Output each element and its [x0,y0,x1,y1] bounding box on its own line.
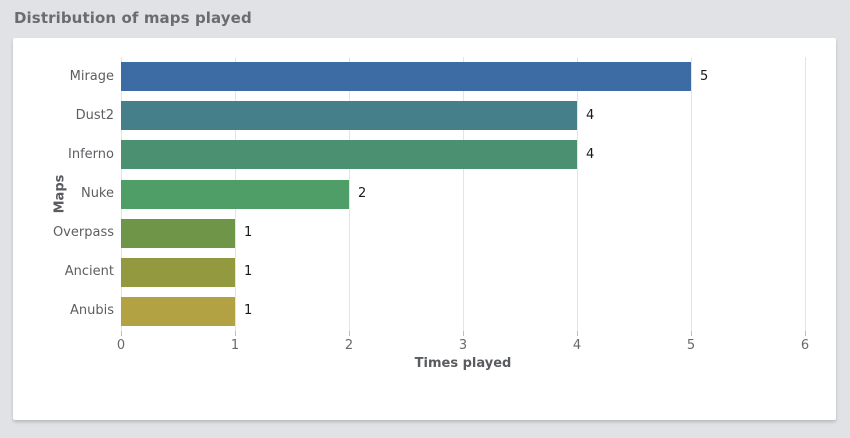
x-tick-mark-6 [805,331,806,336]
bar-dust2 [121,101,577,131]
x-tick-mark-0 [121,331,122,336]
value-label-overpass: 1 [244,225,253,241]
x-tick-label-4: 4 [572,338,582,353]
bar-mirage [121,62,691,92]
y-tick-label-mirage: Mirage [69,68,114,84]
value-label-anubis: 1 [244,303,253,319]
page-title: Distribution of maps played [14,9,252,27]
bar-ancient [121,257,235,287]
chart-card: Maps Mirage Dust2 Inferno Nuke Overpass Ancie… [13,38,836,420]
x-tick-label-2: 2 [344,338,354,353]
bar-anubis [121,296,235,326]
value-label-mirage: 5 [700,68,709,84]
x-tick-label-1: 1 [230,338,240,353]
value-label-ancient: 1 [244,264,253,280]
value-label-inferno: 4 [586,146,595,162]
x-tick-mark-4 [577,331,578,336]
bar-inferno [121,140,577,170]
x-tick-label-0: 0 [116,338,126,353]
value-label-nuke: 2 [358,186,367,201]
x-tick-mark-2 [349,331,350,336]
x-tick-mark-1 [235,331,236,336]
gridline-x2 [349,57,350,331]
gridline-x3 [463,57,464,331]
value-label-dust2: 4 [586,107,595,123]
x-axis-label: Times played [414,356,512,371]
gridline-x6 [805,57,806,331]
x-tick-label-5: 5 [686,338,696,353]
gridline-x5 [691,57,692,331]
y-tick-label-inferno: Inferno [68,146,114,162]
y-tick-label-nuke: Nuke [80,186,114,201]
x-tick-mark-5 [691,331,692,336]
x-tick-label-3: 3 [458,338,468,353]
y-tick-label-ancient: Ancient [64,264,114,280]
y-tick-label-overpass: Overpass [52,225,114,241]
x-tick-label-6: 6 [800,338,810,353]
plot-area [121,57,806,331]
bar-overpass [121,218,235,248]
gridline-x4 [577,57,578,331]
y-tick-label-dust2: Dust2 [75,107,114,123]
x-tick-mark-3 [463,331,464,336]
bar-nuke [121,179,349,209]
y-tick-label-anubis: Anubis [69,303,114,319]
